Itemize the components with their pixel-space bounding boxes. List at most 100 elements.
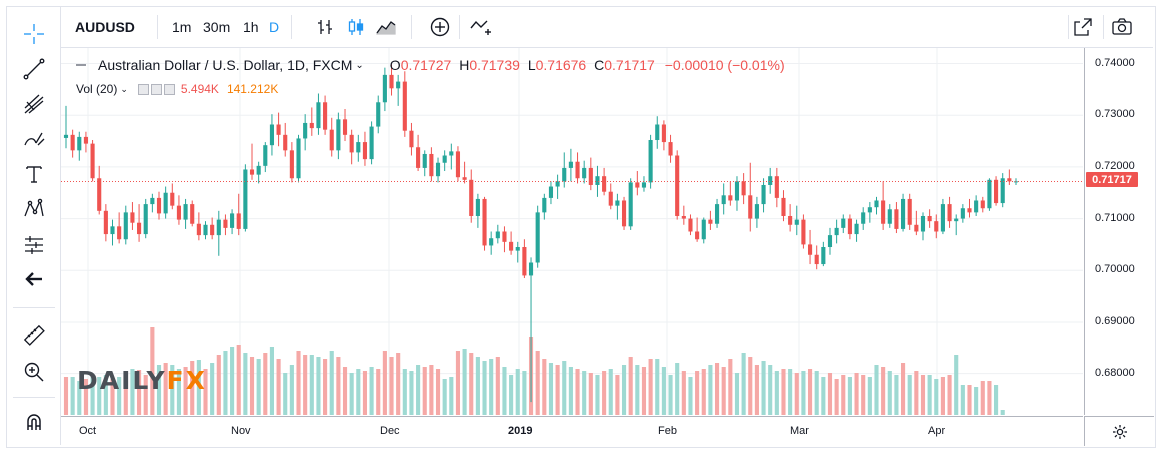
candle-up [641, 182, 647, 188]
volume-bar [316, 357, 321, 415]
interval-30m[interactable]: 30m [203, 19, 231, 35]
candle-down [1007, 178, 1012, 182]
volume-bar [788, 369, 793, 415]
volume-label[interactable]: Vol (20) [76, 82, 118, 96]
interval-1m[interactable]: 1m [172, 19, 192, 35]
candles-icon[interactable] [346, 7, 366, 47]
candle-up [435, 162, 441, 177]
candle-up [542, 197, 547, 213]
volume-bar [602, 371, 607, 415]
volume-bar [396, 353, 401, 415]
fullscreen-icon[interactable] [1072, 7, 1094, 47]
magnet-icon[interactable] [17, 407, 51, 437]
volume-bar [203, 369, 208, 415]
volume-bar [469, 353, 474, 415]
volume-bar [196, 360, 201, 415]
ruler-icon[interactable] [17, 320, 51, 350]
candle-up [535, 212, 540, 263]
candle-up [821, 247, 826, 265]
volume-bar [721, 367, 726, 415]
price-tick-label: 0.69000 [1095, 314, 1135, 327]
volume-bar [575, 369, 580, 415]
pitchfork-icon[interactable] [17, 89, 51, 119]
volume-bar [881, 367, 886, 415]
trend-line-icon[interactable] [17, 54, 51, 84]
candle-up [216, 219, 221, 236]
toolbar-divider [1103, 15, 1104, 39]
high-label: H [459, 57, 470, 73]
volume-bar [402, 369, 407, 415]
candle-up [449, 151, 454, 156]
volume-bar [283, 373, 288, 415]
candle-down [196, 223, 201, 236]
area-chart-icon[interactable] [375, 7, 397, 47]
brush-icon[interactable] [17, 124, 51, 154]
volume-bar [801, 371, 806, 415]
symbol-search[interactable]: AUDUSD [75, 19, 135, 35]
candle-up [263, 145, 268, 166]
pattern-icon[interactable] [17, 194, 51, 224]
candlestick-chart[interactable] [61, 48, 1083, 415]
candle-down [349, 134, 354, 153]
settings-icon[interactable] [150, 83, 162, 95]
close-icon[interactable] [163, 83, 175, 95]
volume-bar [449, 377, 454, 415]
candle-up [648, 140, 653, 183]
candle-down [675, 155, 680, 216]
zoom-in-icon[interactable] [17, 357, 51, 387]
settings-gear-icon[interactable] [1084, 416, 1154, 446]
candle-down [90, 143, 95, 179]
compare-icon[interactable] [469, 7, 493, 47]
candle-up [827, 235, 833, 248]
back-arrow-icon[interactable] [17, 264, 51, 294]
volume-bar [110, 379, 115, 415]
candle-down [329, 129, 334, 151]
prediction-icon[interactable] [17, 229, 51, 259]
candle-down [210, 224, 215, 236]
volume-bar [794, 373, 799, 415]
volume-bar [588, 373, 593, 415]
chevron-down-icon[interactable]: ⌄ [120, 83, 128, 94]
toolbar-divider [157, 15, 158, 39]
volume-bar [595, 375, 600, 415]
candle-up [901, 198, 906, 229]
candle-down [814, 254, 819, 265]
volume-bar [641, 367, 647, 415]
volume-bar [130, 369, 135, 415]
candle-up [834, 227, 839, 236]
candle-down [137, 222, 142, 235]
eye-icon[interactable] [137, 83, 149, 95]
candle-down [289, 150, 294, 179]
interval-1h[interactable]: 1h [243, 19, 259, 35]
bar-chart-icon[interactable] [315, 7, 335, 47]
volume-bar [183, 367, 188, 415]
price-axis[interactable]: 0.74000 0.73000 0.72000 0.71000 0.70000 0.690… [1084, 48, 1154, 415]
candle-down [509, 241, 514, 251]
text-tool-icon[interactable] [17, 159, 51, 189]
toolbar-divider [13, 397, 55, 398]
volume-bar [70, 377, 75, 415]
chevron-down-icon[interactable]: ⌄ [355, 59, 364, 71]
candle-up [303, 122, 308, 139]
legend-collapse-icon[interactable] [76, 64, 86, 66]
candle-up [183, 204, 188, 220]
legend-title[interactable]: Australian Dollar / U.S. Dollar, 1D, FXC… [98, 57, 353, 73]
crosshair-icon[interactable] [17, 19, 51, 49]
interval-1d[interactable]: D [269, 19, 280, 35]
candle-down [103, 210, 108, 235]
candle-up [422, 153, 427, 168]
volume-bar [296, 351, 301, 415]
candle-up [256, 165, 261, 175]
candle-down [402, 81, 407, 131]
time-axis[interactable]: Oct Nov Dec 2019 Feb Mar Apr [61, 416, 1083, 446]
candle-down [881, 200, 886, 224]
volume-bar [223, 351, 228, 415]
candle-down [342, 119, 348, 135]
add-indicator-icon[interactable] [429, 7, 451, 47]
volume-bar [117, 377, 122, 415]
camera-icon[interactable] [1111, 7, 1133, 47]
candle-up [940, 204, 945, 232]
chart-pane[interactable] [61, 48, 1083, 415]
candle-down [416, 147, 421, 168]
volume-bar [695, 371, 700, 415]
